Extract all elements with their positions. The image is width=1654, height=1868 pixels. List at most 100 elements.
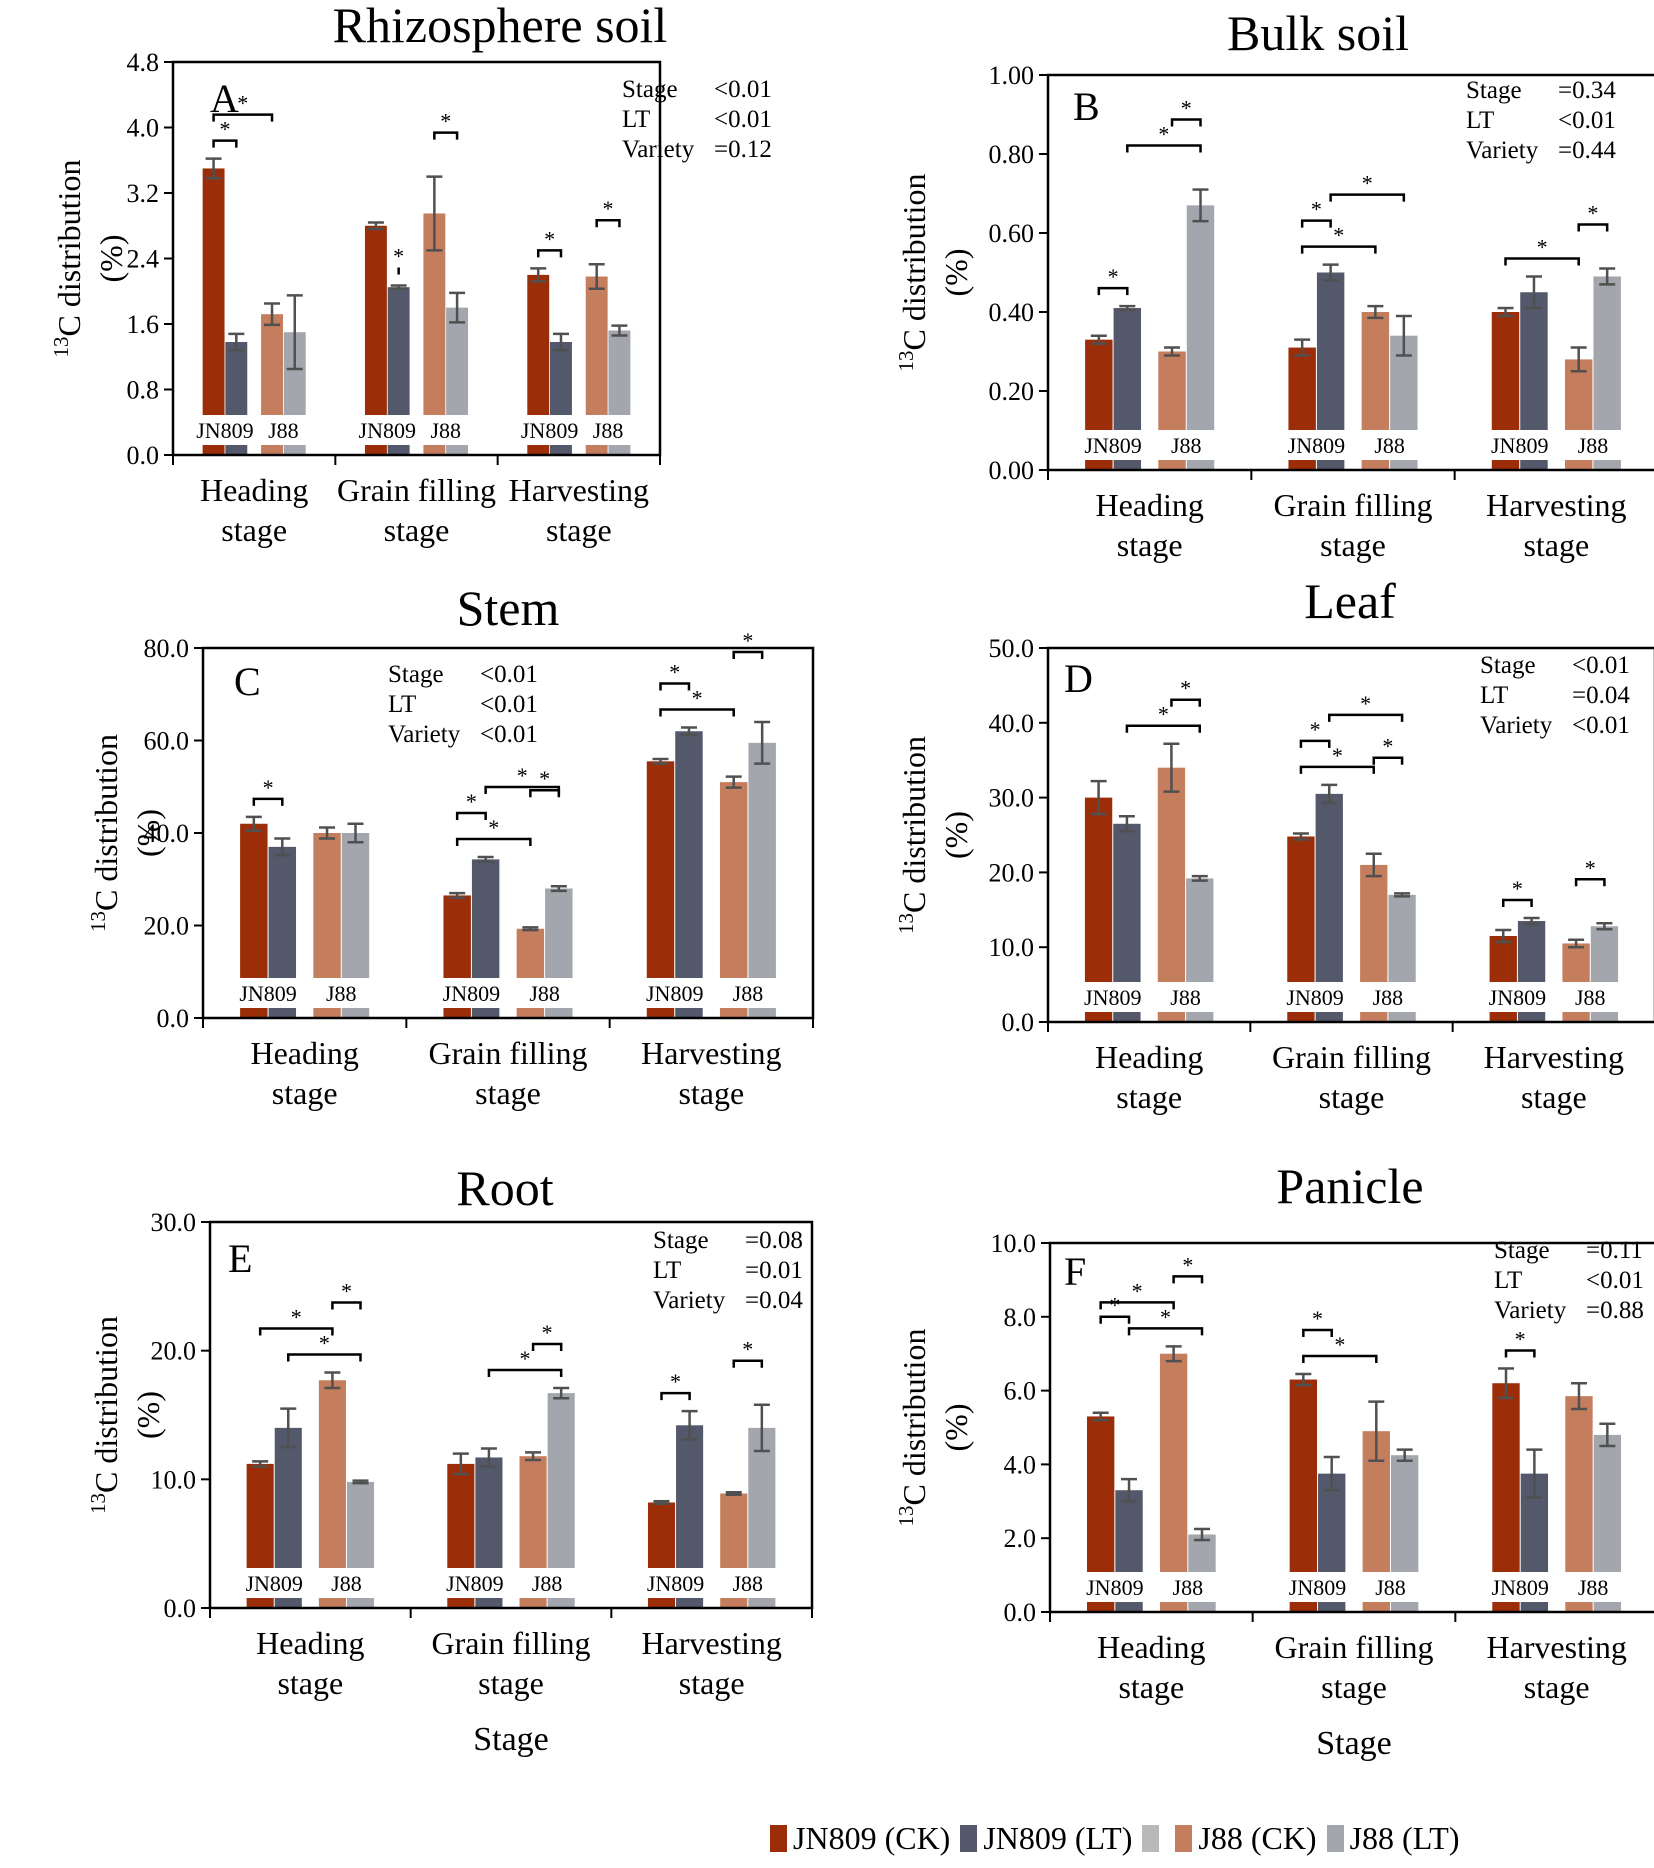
x-category-label: Heading: [1097, 1629, 1205, 1665]
significance-star: *: [1332, 743, 1343, 768]
y-tick-label: 4.0: [127, 114, 160, 143]
panel-title: Panicle: [1276, 1158, 1423, 1214]
significance-bracket: [1172, 1275, 1204, 1284]
significance-bracket: [1170, 118, 1202, 127]
variety-label: JN809: [1491, 433, 1548, 458]
variety-label: J88: [593, 418, 624, 443]
stats-pvalue: <0.01: [480, 721, 538, 748]
x-category-label: Heading: [1095, 1039, 1203, 1075]
variety-label: J88: [1374, 433, 1405, 458]
stats-pvalue: <0.01: [480, 661, 538, 688]
significance-bracket: [1099, 1315, 1131, 1324]
y-tick-label: 0.00: [989, 456, 1035, 485]
legend-item-j88-ck: J88 (CK): [1175, 1820, 1317, 1857]
x-category-label: stage: [1524, 1669, 1590, 1705]
y-tick-label: 6.0: [1004, 1377, 1037, 1406]
significance-star: *: [1182, 1252, 1193, 1277]
y-axis-label: 13C distribution: [49, 160, 87, 358]
stats-factor: Variety: [622, 136, 695, 163]
significance-bracket: [595, 218, 621, 228]
plot-frame: [208, 1220, 814, 1610]
stats-factor: Stage: [1480, 652, 1536, 679]
significance-star: *: [1181, 96, 1192, 121]
y-axis-label-text: C distribution: [51, 160, 87, 337]
legend-swatch: [1175, 1824, 1193, 1852]
significance-bracket: [1126, 144, 1202, 153]
stats-factor: Variety: [653, 1287, 726, 1314]
x-category-label: Heading: [200, 472, 308, 508]
plot-frame: [201, 646, 815, 1020]
y-tick-label: 0.0: [157, 1004, 190, 1033]
y-tick-label: 10.0: [991, 1229, 1037, 1258]
variety-label: J88: [733, 1571, 764, 1596]
variety-label: J88: [326, 981, 357, 1006]
x-category-label: stage: [1118, 1669, 1184, 1705]
variety-label-bg: [309, 978, 374, 1008]
y-axis-label-superscript: 13: [49, 336, 73, 357]
panel-title: Stem: [457, 580, 560, 636]
legend-label: JN809 (CK): [793, 1819, 951, 1856]
y-axis-unit: (%): [938, 811, 974, 859]
variety-label: JN809: [1286, 985, 1343, 1010]
significance-star: *: [1587, 201, 1598, 226]
significance-star: *: [1333, 223, 1344, 248]
significance-bracket: [537, 249, 563, 258]
x-category-label: stage: [679, 1665, 745, 1701]
variety-label-bg: [1283, 982, 1347, 1012]
significance-bracket: [1329, 193, 1406, 202]
significance-star: *: [1537, 234, 1548, 259]
bar-jn809-lt: [675, 731, 703, 1018]
x-category-label: Grain filling: [428, 1035, 587, 1071]
variety-label-bg: [1358, 1572, 1423, 1602]
variety-label: J88: [529, 981, 560, 1006]
y-axis-label-superscript: 13: [86, 1493, 110, 1514]
significance-star: *: [1108, 264, 1119, 289]
y-tick-label: 20.0: [989, 858, 1035, 887]
y-axis-label-text: C distribution: [896, 1329, 932, 1506]
bar-jn809-lt: [387, 287, 410, 455]
significance-star: *: [393, 244, 404, 269]
y-axis-label-text: C distribution: [896, 736, 932, 913]
stats-factor: LT: [653, 1257, 681, 1284]
y-tick-label: 0.40: [989, 298, 1035, 327]
panel-title: Leaf: [1304, 573, 1396, 629]
y-tick-label: 60.0: [144, 727, 190, 756]
stats-pvalue: <0.01: [1572, 652, 1630, 679]
variety-label-bg: [419, 415, 473, 445]
x-category-label: stage: [1320, 527, 1386, 563]
significance-star: *: [440, 109, 451, 134]
bar-j88-ck: [1157, 767, 1186, 1022]
stats-pvalue: =0.34: [1558, 77, 1616, 104]
significance-star: *: [219, 117, 230, 142]
y-tick-label: 30.0: [151, 1208, 197, 1237]
significance-star: *: [1310, 717, 1321, 742]
x-category-label: Harvesting: [641, 1035, 781, 1071]
significance-bracket: [1299, 765, 1376, 774]
stats-factor: Stage: [653, 1227, 709, 1254]
legend-swatch: [1142, 1824, 1160, 1852]
y-tick-label: 0.20: [989, 377, 1035, 406]
y-axis-label-superscript: 13: [894, 1505, 918, 1526]
variety-label-bg: [1356, 982, 1420, 1012]
significance-bracket: [252, 797, 284, 806]
panel-letter: B: [1073, 84, 1100, 129]
y-tick-label: 80.0: [144, 634, 190, 663]
significance-bracket: [1300, 245, 1377, 254]
variety-label: JN809: [359, 418, 416, 443]
y-axis-label-text: C distribution: [88, 1316, 124, 1493]
y-axis-unit: (%): [938, 1404, 974, 1452]
variety-label: JN809: [196, 418, 253, 443]
x-axis-label: Stage: [1316, 1725, 1392, 1762]
significance-star: *: [517, 763, 528, 788]
significance-star: *: [1382, 734, 1393, 759]
y-tick-label: 0.0: [1002, 1008, 1035, 1037]
significance-bracket: [1574, 878, 1606, 887]
plot-frame: [1046, 646, 1654, 1024]
variety-label: J88: [268, 418, 299, 443]
panel-title: Bulk soil: [1227, 5, 1409, 61]
bar-jn809-ck: [646, 761, 675, 1018]
y-tick-label: 0.80: [989, 140, 1035, 169]
variety-label: J88: [331, 1571, 362, 1596]
x-category-label: Heading: [250, 1035, 358, 1071]
